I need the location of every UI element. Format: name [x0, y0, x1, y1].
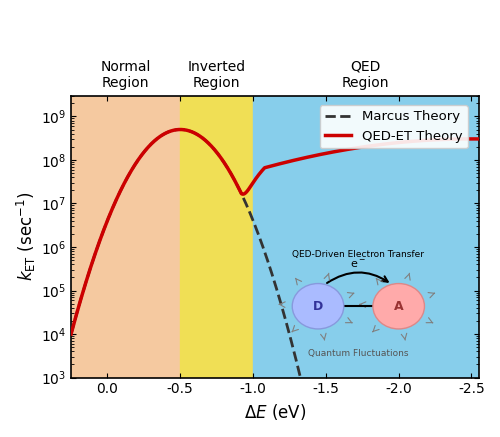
Text: Inverted
Region: Inverted Region	[188, 60, 246, 90]
Y-axis label: $k_{\rm ET}$ (sec$^{-1}$): $k_{\rm ET}$ (sec$^{-1}$)	[15, 192, 38, 281]
Legend: Marcus Theory, QED-ET Theory: Marcus Theory, QED-ET Theory	[320, 105, 468, 148]
Bar	[71, 96, 180, 378]
Bar	[253, 96, 478, 378]
Bar	[180, 96, 253, 378]
Text: QED
Region: QED Region	[342, 60, 390, 90]
Text: Normal
Region: Normal Region	[100, 60, 151, 90]
X-axis label: $\Delta E$ (eV): $\Delta E$ (eV)	[244, 402, 306, 422]
